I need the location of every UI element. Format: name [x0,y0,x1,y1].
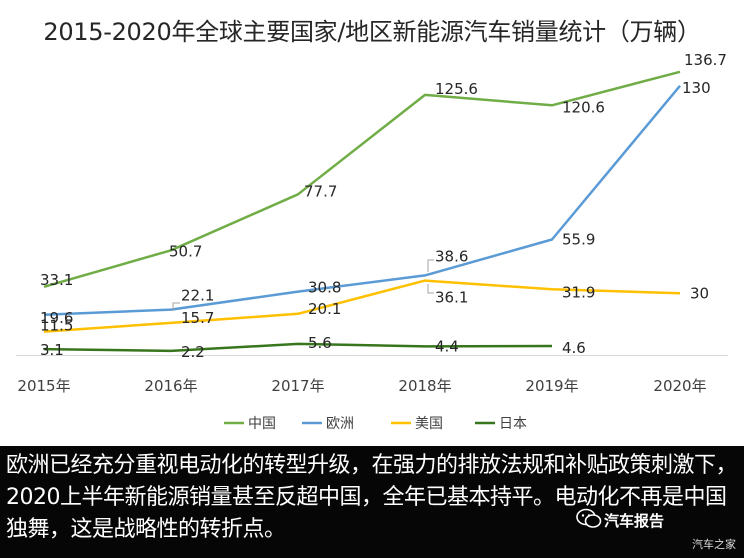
brand-subtitle: 汽车之家 [692,538,736,551]
x-tick-label: 2019年 [525,377,578,395]
line-chart: 2015年 2016年 2017年 2018年 2019年 2020年 33.1 50.7 7… [16,51,728,432]
caption-text: 欧洲已经充分重视电动化的转型升级，在强力的排放法规和补贴政策刺激下，2020上半… [6,453,738,542]
data-label: 38.6 [435,247,468,265]
data-label: 50.7 [169,242,202,260]
data-label: 20.1 [308,300,341,318]
data-label: 11.5 [40,317,73,335]
data-label: 4.4 [435,337,459,355]
legend-label: 美国 [415,416,443,432]
x-tick-label: 2020年 [653,377,706,395]
legend-label: 日本 [499,416,527,432]
series-line [43,85,681,317]
legend-label: 欧洲 [326,416,354,432]
data-label: 2.2 [181,343,205,361]
x-tick-label: 2017年 [271,377,324,395]
series-line [43,342,553,353]
data-label: 130 [682,79,711,97]
data-label: 31.9 [562,283,595,301]
data-label: 125.6 [435,80,478,98]
label-leader-line [427,259,434,272]
legend-label: 中国 [248,416,276,432]
data-label: 36.1 [435,289,468,307]
data-label: 5.6 [308,334,332,352]
label-leader-line [172,302,180,311]
x-tick-label: 2018年 [398,377,451,395]
chart-title: 2015-2020年全球主要国家/地区新能源汽车销量统计（万辆） [43,18,701,46]
brand-watermark: 汽车报告 汽车之家 [576,508,736,552]
data-label: 33.1 [40,271,73,289]
x-tick-label: 2015年 [17,377,70,395]
data-label: 136.7 [684,51,727,69]
label-leader-line [427,284,434,294]
series-line [43,70,681,289]
brand-name: 汽车报告 [604,512,665,530]
data-label: 3.1 [40,341,64,359]
data-label: 19.6 [40,309,73,327]
series-line [43,279,681,333]
data-label: 4.6 [562,339,586,357]
data-label: 120.6 [562,98,605,116]
x-tick-label: 2016年 [144,377,197,395]
data-label: 30.8 [308,279,341,297]
data-label: 22.1 [181,287,214,305]
data-label: 55.9 [562,231,595,249]
data-label: 30 [690,284,709,302]
caption-panel: 欧洲已经充分重视电动化的转型升级，在强力的排放法规和补贴政策刺激下，2020上半… [0,446,744,558]
wechat-icon [576,508,602,528]
data-label: 15.7 [181,309,214,327]
data-label: 77.7 [304,182,337,200]
